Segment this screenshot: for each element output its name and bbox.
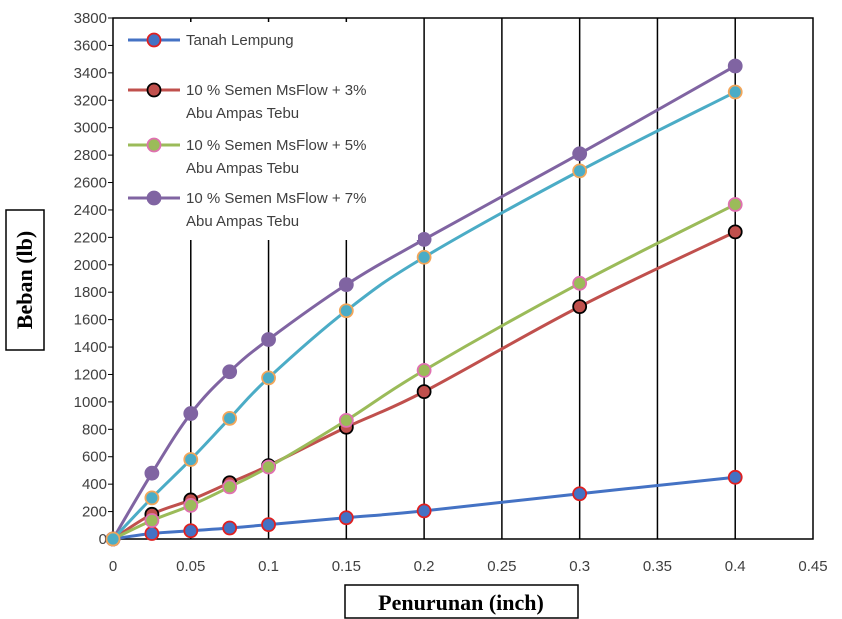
data-point (572, 275, 588, 291)
data-point (338, 303, 354, 319)
legend-marker (146, 82, 162, 98)
x-tick-label: 0 (109, 558, 117, 575)
data-point (222, 364, 238, 380)
y-tick-label: 3000 (74, 120, 107, 137)
legend-item-3: 10 % Semen MsFlow + 5% Abu Ampas Tebu (128, 137, 367, 177)
legend-item-1: Tanah Lempung (128, 32, 294, 49)
legend-label: 10 % Semen MsFlow + 7% (186, 190, 367, 207)
data-point (572, 163, 588, 179)
x-tick-label: 0.05 (176, 558, 205, 575)
y-tick-label: 3600 (74, 37, 107, 54)
data-point (727, 197, 743, 212)
x-tick-label: 0.2 (414, 558, 435, 575)
data-point (105, 531, 121, 547)
y-tick-label: 2400 (74, 202, 107, 219)
data-point (144, 526, 160, 541)
data-point (222, 479, 238, 495)
data-point (261, 459, 276, 475)
y-tick-label: 3200 (74, 92, 107, 109)
y-tick-label: 2200 (74, 229, 107, 246)
data-point (183, 452, 199, 467)
data-point (222, 520, 238, 536)
y-axis-title: Beban (lb) (12, 231, 37, 329)
legend-item-4: 10 % Semen MsFlow + 7% Abu Ampas Tebu (128, 190, 367, 230)
data-point (416, 362, 432, 378)
legend-label-line2: Abu Ampas Tebu (186, 213, 299, 230)
data-point (572, 299, 588, 315)
y-axis-title-box: Beban (lb) (5, 209, 45, 351)
data-point (572, 486, 588, 502)
legend-marker (146, 137, 162, 153)
data-point (183, 523, 199, 539)
y-tick-label: 1400 (74, 339, 107, 356)
x-tick-label: 0.3 (569, 558, 590, 575)
y-tick-label: 3800 (74, 10, 107, 27)
x-axis-title: Penurunan (inch) (378, 590, 544, 615)
data-point (222, 410, 238, 426)
data-point (144, 513, 160, 528)
y-tick-label: 1200 (74, 366, 107, 383)
data-point (572, 146, 588, 162)
x-tick-label: 0.15 (332, 558, 361, 575)
x-tick-label: 0.25 (487, 558, 516, 575)
x-tick-label: 0.4 (725, 558, 746, 575)
legend-label-line2: Abu Ampas Tebu (186, 160, 299, 177)
y-tick-label: 1000 (74, 394, 107, 411)
x-axis-title-box: Penurunan (inch) (344, 584, 579, 619)
y-tick-label: 200 (82, 504, 107, 521)
data-point (261, 370, 276, 386)
series-5 (105, 84, 743, 547)
y-tick-label: 1600 (74, 312, 107, 329)
data-point (338, 413, 354, 428)
data-point (416, 249, 432, 265)
data-point (727, 224, 743, 240)
data-point (416, 232, 432, 247)
plot-area-border (112, 17, 814, 540)
data-point (727, 84, 743, 100)
y-tick-label: 2000 (74, 257, 107, 274)
y-tick-label: 1800 (74, 284, 107, 301)
y-tick-label: 0 (99, 531, 107, 548)
data-point (261, 332, 276, 347)
y-tick-label: 2800 (74, 147, 107, 164)
series-group (105, 58, 743, 547)
y-tick-labels: 0 200 400 600 800 1000 1200 1400 1600 1800 2000 220… (74, 10, 113, 548)
data-point (261, 517, 276, 533)
data-point (338, 510, 354, 526)
y-tick-label: 600 (82, 449, 107, 466)
x-tick-label: 0.45 (798, 558, 827, 575)
data-point (727, 58, 743, 74)
data-point (144, 490, 160, 506)
data-point (727, 469, 743, 485)
y-tick-label: 3400 (74, 65, 107, 82)
legend-label: Tanah Lempung (186, 32, 294, 49)
legend-label-line2: Abu Ampas Tebu (186, 105, 299, 122)
x-tick-labels: 0 0.05 0.1 0.15 0.2 0.25 0.3 0.35 0.4 0.45 (109, 558, 828, 575)
legend-marker (146, 32, 162, 48)
legend-item-2: 10 % Semen MsFlow + 3% Abu Ampas Tebu (128, 82, 367, 122)
x-tick-label: 0.35 (643, 558, 672, 575)
legend-label: 10 % Semen MsFlow + 5% (186, 137, 367, 154)
legend-box (122, 22, 418, 240)
legend-marker (146, 190, 162, 206)
data-point (183, 406, 199, 421)
data-point (416, 384, 432, 400)
legend: Tanah Lempung 10 % Semen MsFlow + 3% Abu A… (122, 22, 418, 240)
data-point (183, 498, 199, 513)
data-point (338, 277, 354, 293)
y-tick-label: 400 (82, 476, 107, 493)
y-tick-label: 2600 (74, 175, 107, 192)
y-tick-label: 800 (82, 421, 107, 438)
data-point (416, 503, 432, 519)
legend-label: 10 % Semen MsFlow + 3% (186, 82, 367, 99)
data-point (144, 465, 160, 481)
series-4 (105, 58, 743, 547)
x-tick-label: 0.1 (258, 558, 279, 575)
